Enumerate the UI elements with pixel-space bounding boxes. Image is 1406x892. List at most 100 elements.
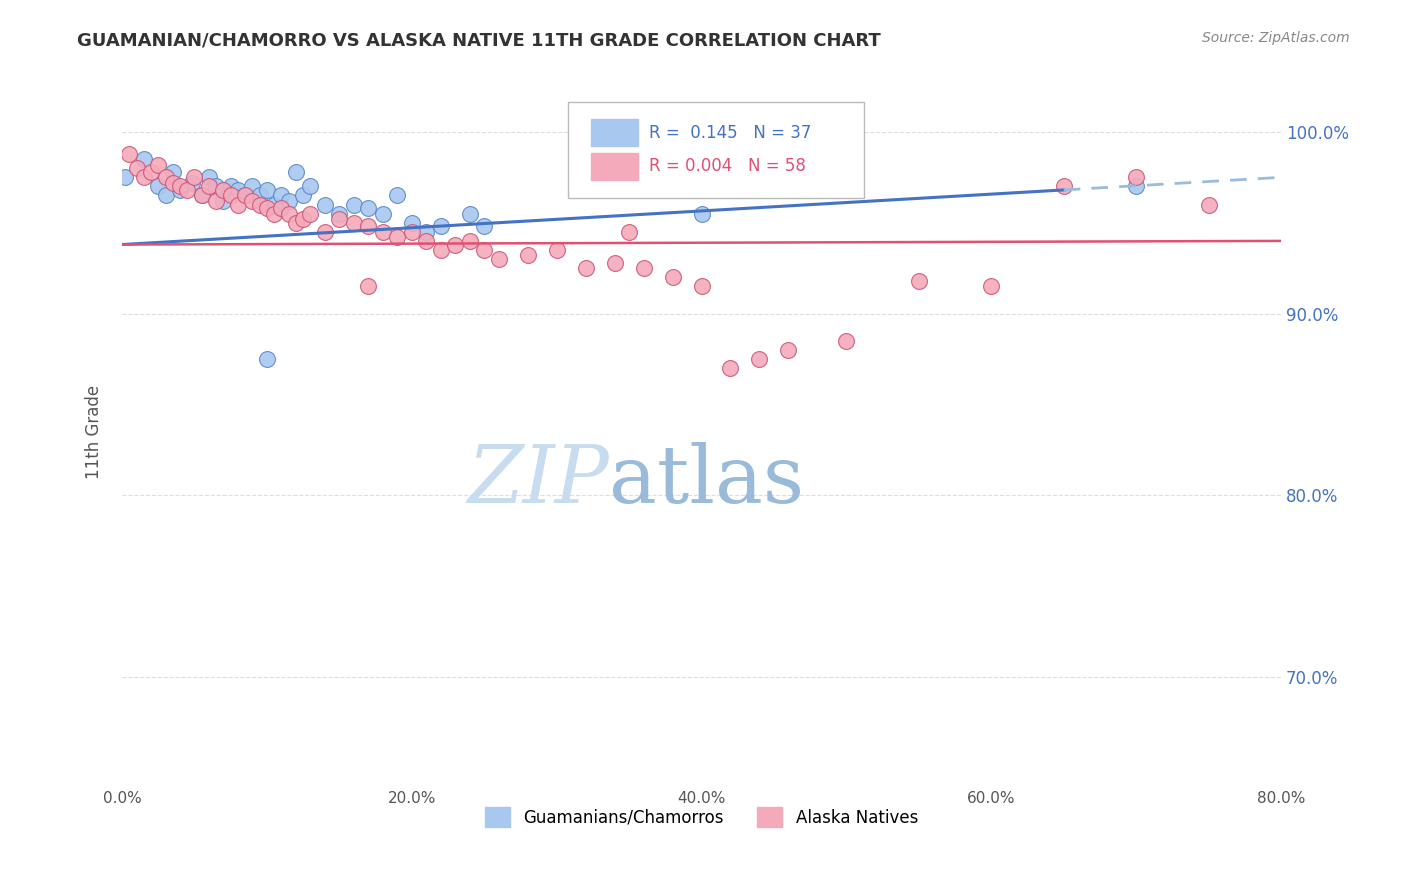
Point — [472, 219, 495, 234]
Point — [190, 188, 212, 202]
Point — [980, 279, 1002, 293]
Point — [401, 225, 423, 239]
Point — [292, 212, 315, 227]
Point — [226, 183, 249, 197]
Point — [1053, 179, 1076, 194]
Point — [429, 243, 451, 257]
Point — [603, 256, 626, 270]
Point — [617, 225, 640, 239]
Point — [256, 183, 278, 197]
Point — [256, 351, 278, 366]
Bar — [592, 120, 638, 146]
Point — [690, 279, 713, 293]
Point — [357, 201, 380, 215]
Point — [132, 170, 155, 185]
Point — [249, 197, 271, 211]
Text: ZIP: ZIP — [467, 442, 609, 520]
Point — [139, 165, 162, 179]
Point — [371, 225, 394, 239]
Point — [263, 207, 285, 221]
Point — [661, 270, 683, 285]
Point — [633, 261, 655, 276]
Point — [233, 188, 256, 202]
Point — [183, 170, 205, 185]
Point — [328, 207, 350, 221]
Point — [1125, 170, 1147, 185]
Point — [169, 183, 191, 197]
FancyBboxPatch shape — [568, 103, 863, 198]
Point — [292, 188, 315, 202]
Point — [169, 179, 191, 194]
Point — [270, 188, 292, 202]
Point — [748, 351, 770, 366]
Point — [155, 170, 177, 185]
Point — [263, 197, 285, 211]
Text: R = 0.004   N = 58: R = 0.004 N = 58 — [650, 157, 806, 175]
Point — [242, 179, 264, 194]
Point — [835, 334, 858, 348]
Text: R =  0.145   N = 37: R = 0.145 N = 37 — [650, 124, 811, 142]
Point — [219, 188, 242, 202]
Point — [458, 207, 481, 221]
Point — [328, 212, 350, 227]
Point — [357, 279, 380, 293]
Point — [314, 225, 336, 239]
Y-axis label: 11th Grade: 11th Grade — [86, 384, 103, 479]
Point — [118, 146, 141, 161]
Point — [180, 176, 202, 190]
Point — [299, 179, 322, 194]
Text: GUAMANIAN/CHAMORRO VS ALASKA NATIVE 11TH GRADE CORRELATION CHART: GUAMANIAN/CHAMORRO VS ALASKA NATIVE 11TH… — [77, 31, 882, 49]
Point — [907, 274, 929, 288]
Point — [198, 170, 221, 185]
Point — [190, 188, 212, 202]
Point — [270, 201, 292, 215]
Point — [242, 194, 264, 208]
Point — [415, 234, 437, 248]
Point — [198, 179, 221, 194]
Point — [284, 165, 307, 179]
Point — [690, 207, 713, 221]
Point — [249, 188, 271, 202]
Point — [162, 176, 184, 190]
Point — [387, 230, 409, 244]
Point — [277, 194, 299, 208]
Point — [284, 216, 307, 230]
Point — [256, 201, 278, 215]
Point — [176, 183, 198, 197]
Point — [148, 179, 170, 194]
Point — [778, 343, 800, 357]
Point — [488, 252, 510, 266]
Point — [162, 165, 184, 179]
Point — [371, 207, 394, 221]
Text: Source: ZipAtlas.com: Source: ZipAtlas.com — [1202, 31, 1350, 45]
Point — [226, 197, 249, 211]
Point — [212, 183, 235, 197]
Point — [114, 170, 136, 185]
Point — [415, 225, 437, 239]
Point — [429, 219, 451, 234]
Point — [205, 194, 228, 208]
Point — [357, 219, 380, 234]
Text: atlas: atlas — [609, 442, 804, 520]
Point — [205, 179, 228, 194]
Point — [458, 234, 481, 248]
Point — [546, 243, 568, 257]
Point — [233, 188, 256, 202]
Point — [444, 237, 467, 252]
Point — [277, 207, 299, 221]
Point — [575, 261, 598, 276]
Point — [1198, 197, 1220, 211]
Point — [212, 194, 235, 208]
Point — [219, 179, 242, 194]
Point — [343, 197, 366, 211]
Bar — [592, 153, 638, 180]
Point — [299, 207, 322, 221]
Point — [125, 161, 148, 176]
Point — [148, 158, 170, 172]
Point — [720, 361, 742, 376]
Point — [314, 197, 336, 211]
Point — [516, 248, 538, 262]
Point — [132, 152, 155, 166]
Point — [401, 216, 423, 230]
Point — [155, 188, 177, 202]
